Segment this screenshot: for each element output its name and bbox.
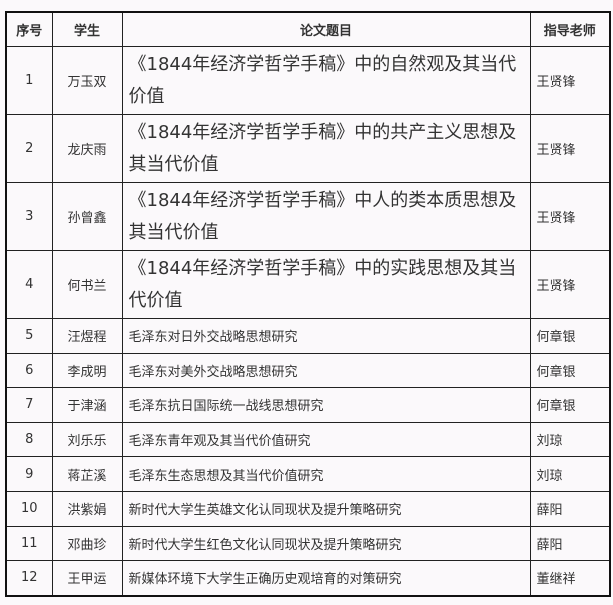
table-row: 10 洪紫娟 新时代大学生英雄文化认同现状及提升策略研究 薛阳 (5, 490, 611, 527)
row-number: 1 (5, 46, 53, 115)
thesis-title: 毛泽东抗日国际统一战线思想研究 (121, 387, 531, 423)
thesis-title: 《1844年经济学哲学手稿》中的共产主义思想及其当代价值 (121, 114, 531, 183)
advisor-name: 何章银 (529, 387, 611, 423)
row-number: 8 (5, 421, 53, 458)
advisor-name: 王贤锋 (529, 46, 611, 115)
thesis-title: 《1844年经济学哲学手稿》中的自然观及其当代价值 (121, 46, 531, 115)
table-row: 11 邓曲珍 新时代大学生红色文化认同现状及提升策略研究 薛阳 (5, 525, 611, 562)
row-number: 12 (5, 560, 53, 597)
row-number: 10 (5, 490, 53, 527)
row-number: 3 (5, 182, 53, 251)
advisor-name: 何章银 (529, 352, 611, 389)
student-name: 刘乐乐 (51, 421, 123, 458)
table-row: 3 孙曾鑫 《1844年经济学哲学手稿》中人的类本质思想及其当代价值 王贤锋 (5, 182, 611, 251)
student-name: 龙庆雨 (51, 114, 123, 183)
thesis-title: 毛泽东生态思想及其当代价值研究 (121, 456, 531, 492)
header-no: 序号 (5, 11, 53, 47)
advisor-name: 王贤锋 (529, 114, 611, 183)
advisor-name: 何章银 (529, 318, 611, 354)
table-row: 2 龙庆雨 《1844年经济学哲学手稿》中的共产主义思想及其当代价值 王贤锋 (5, 114, 611, 183)
table-row: 9 蒋芷溪 毛泽东生态思想及其当代价值研究 刘琼 (5, 456, 611, 492)
thesis-title: 毛泽东青年观及其当代价值研究 (121, 421, 531, 458)
header-student: 学生 (51, 11, 123, 47)
table-row: 4 何书兰 《1844年经济学哲学手稿》中的实践思想及其当代价值 王贤锋 (5, 250, 611, 319)
student-name: 王甲运 (51, 560, 123, 597)
thesis-title: 新时代大学生红色文化认同现状及提升策略研究 (121, 525, 531, 562)
advisor-name: 薛阳 (529, 525, 611, 562)
thesis-title: 新媒体环境下大学生正确历史观培育的对策研究 (121, 560, 531, 597)
row-number: 9 (5, 456, 53, 492)
advisor-name: 董继祥 (529, 560, 611, 597)
advisor-name: 刘琼 (529, 456, 611, 492)
advisor-name: 王贤锋 (529, 182, 611, 251)
row-number: 7 (5, 387, 53, 423)
header-row: 序号 学生 论文题目 指导老师 (5, 11, 611, 47)
table-row: 8 刘乐乐 毛泽东青年观及其当代价值研究 刘琼 (5, 421, 611, 458)
student-name: 蒋芷溪 (51, 456, 123, 492)
header-advisor: 指导老师 (529, 11, 611, 47)
row-number: 11 (5, 525, 53, 562)
header-title: 论文题目 (121, 11, 531, 47)
student-name: 何书兰 (51, 250, 123, 319)
student-name: 于津涵 (51, 387, 123, 423)
row-number: 2 (5, 114, 53, 183)
thesis-title: 《1844年经济学哲学手稿》中的实践思想及其当代价值 (121, 250, 531, 319)
table-row: 6 李成明 毛泽东对美外交战略思想研究 何章银 (5, 352, 611, 389)
table-row: 7 于津涵 毛泽东抗日国际统一战线思想研究 何章银 (5, 387, 611, 423)
thesis-title: 毛泽东对美外交战略思想研究 (121, 352, 531, 389)
row-number: 4 (5, 250, 53, 319)
student-name: 汪煜程 (51, 318, 123, 354)
thesis-title: 《1844年经济学哲学手稿》中人的类本质思想及其当代价值 (121, 182, 531, 251)
advisor-name: 刘琼 (529, 421, 611, 458)
student-name: 万玉双 (51, 46, 123, 115)
thesis-title: 新时代大学生英雄文化认同现状及提升策略研究 (121, 490, 531, 527)
student-name: 李成明 (51, 352, 123, 389)
row-number: 5 (5, 318, 53, 354)
table-row: 1 万玉双 《1844年经济学哲学手稿》中的自然观及其当代价值 王贤锋 (5, 46, 611, 115)
student-name: 邓曲珍 (51, 525, 123, 562)
table-row: 5 汪煜程 毛泽东对日外交战略思想研究 何章银 (5, 318, 611, 354)
thesis-table: 序号 学生 论文题目 指导老师 1 万玉双 《1844年经济学哲学手稿》中的自然观及… (5, 11, 611, 597)
row-number: 6 (5, 352, 53, 389)
student-name: 洪紫娟 (51, 490, 123, 527)
thesis-title: 毛泽东对日外交战略思想研究 (121, 318, 531, 354)
advisor-name: 薛阳 (529, 490, 611, 527)
table-row: 12 王甲运 新媒体环境下大学生正确历史观培育的对策研究 董继祥 (5, 560, 611, 597)
advisor-name: 王贤锋 (529, 250, 611, 319)
student-name: 孙曾鑫 (51, 182, 123, 251)
